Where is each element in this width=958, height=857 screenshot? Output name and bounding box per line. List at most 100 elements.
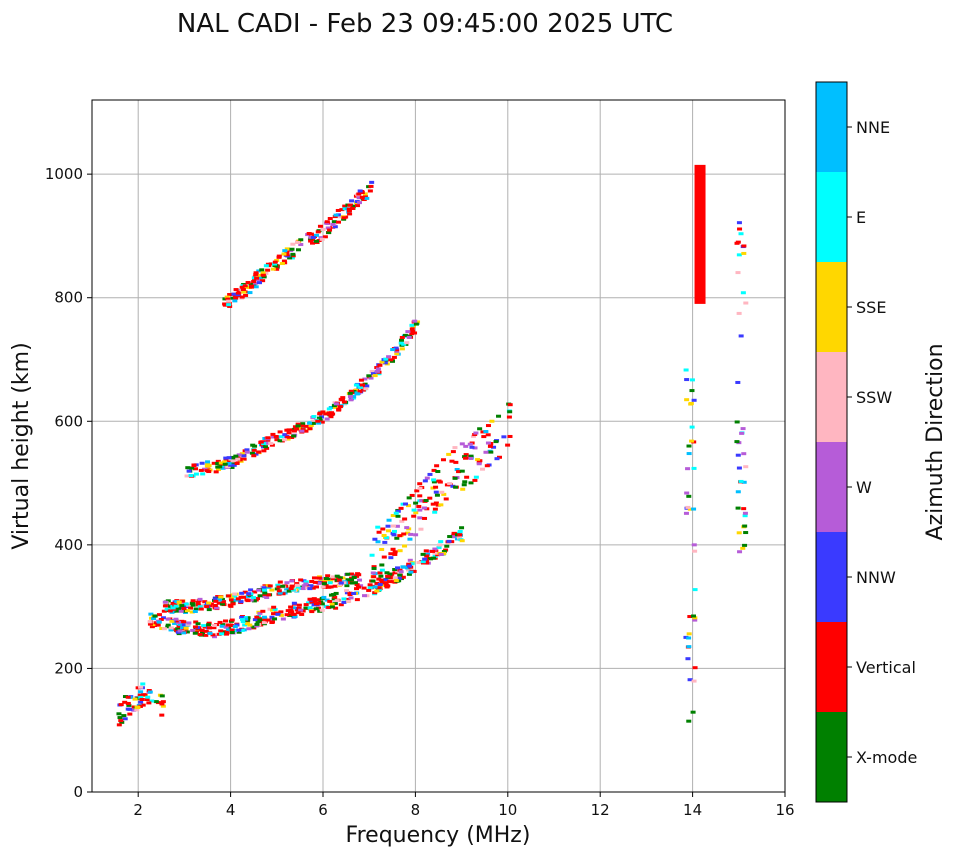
echo-point: [256, 269, 262, 273]
echo-point: [431, 556, 437, 560]
echo-point: [206, 464, 212, 468]
echo-point: [346, 207, 352, 211]
echo-point: [384, 583, 390, 587]
echo-point: [268, 262, 274, 266]
echo-point: [312, 580, 318, 584]
echo-point: [396, 576, 402, 580]
echo-point: [381, 555, 387, 559]
echo-point: [290, 242, 296, 246]
echo-point: [260, 273, 266, 277]
echo-point: [341, 597, 347, 601]
colorbar-label: SSE: [856, 298, 886, 317]
echo-point: [413, 533, 419, 537]
echo-point: [506, 415, 512, 419]
echo-point: [303, 582, 309, 586]
echo-point: [341, 600, 347, 604]
echo-point: [686, 632, 692, 636]
echo-point: [253, 452, 259, 456]
echo-point: [357, 189, 363, 193]
echo-point: [487, 444, 493, 448]
echo-point: [269, 443, 275, 447]
echo-point: [138, 685, 144, 689]
echo-point: [257, 275, 263, 279]
echo-point: [290, 606, 296, 610]
echo-point: [374, 581, 380, 585]
echo-point: [242, 615, 248, 619]
echo-point: [327, 228, 333, 232]
echo-point: [219, 597, 225, 601]
echo-point: [151, 617, 157, 621]
echo-point: [276, 585, 282, 589]
echo-point: [298, 424, 304, 428]
echo-point: [405, 566, 411, 570]
echo-point: [275, 583, 281, 587]
echo-point: [379, 563, 385, 567]
echo-point: [148, 612, 154, 616]
echo-point: [446, 539, 452, 543]
echo-point: [348, 398, 354, 402]
echo-point: [358, 378, 364, 382]
echo-point: [262, 617, 268, 621]
echo-point: [740, 546, 746, 550]
echo-point: [215, 462, 221, 466]
y-tick-label: 400: [54, 536, 83, 554]
echo-point: [218, 461, 224, 465]
echo-point: [494, 457, 500, 461]
echo-point: [452, 446, 458, 450]
echo-point: [240, 288, 246, 292]
echo-point: [443, 497, 449, 501]
echo-point: [205, 460, 211, 464]
y-tick-label: 1000: [45, 165, 83, 183]
echo-point: [242, 284, 248, 288]
echo-point: [202, 467, 208, 471]
echo-point: [147, 690, 153, 694]
echo-point: [200, 631, 206, 635]
echo-point: [361, 594, 367, 598]
echo-point: [394, 348, 400, 352]
echo-point: [313, 607, 319, 611]
echo-point: [239, 295, 245, 299]
echo-point: [441, 550, 447, 554]
echo-point: [170, 606, 176, 610]
echo-point: [339, 208, 345, 212]
echo-point: [330, 575, 336, 579]
echo-point: [253, 271, 259, 275]
echo-point: [381, 533, 387, 537]
echo-point: [213, 599, 219, 603]
echo-point: [402, 517, 408, 521]
echo-point: [344, 589, 350, 593]
echo-point: [176, 600, 182, 604]
echo-point: [138, 695, 144, 699]
echo-point: [236, 630, 242, 634]
echo-point: [740, 427, 746, 431]
echo-point: [334, 599, 340, 603]
echo-point: [407, 558, 413, 562]
echo-point: [260, 609, 266, 613]
echo-point: [288, 605, 294, 609]
echo-point: [338, 397, 344, 401]
echo-point: [450, 450, 456, 454]
colorbar-label: Vertical: [856, 658, 916, 677]
echo-point: [197, 633, 203, 637]
echo-point: [390, 359, 396, 363]
echo-point: [735, 380, 741, 384]
echo-point: [288, 587, 294, 591]
echo-point: [212, 603, 218, 607]
echo-point: [362, 195, 368, 199]
echo-point: [331, 597, 337, 601]
echo-point: [735, 271, 741, 275]
echo-point: [319, 608, 325, 612]
echo-point: [349, 576, 355, 580]
echo-point: [276, 589, 282, 593]
echo-point: [280, 584, 286, 588]
colorbar-segment: [816, 352, 847, 442]
echo-point: [734, 440, 740, 444]
echo-point: [370, 372, 376, 376]
echo-point: [235, 291, 241, 295]
echo-point: [262, 588, 268, 592]
echo-point: [691, 398, 697, 402]
echo-point: [348, 596, 354, 600]
x-tick-label: 6: [318, 801, 328, 819]
echo-point: [692, 618, 698, 622]
echo-point: [206, 626, 212, 630]
